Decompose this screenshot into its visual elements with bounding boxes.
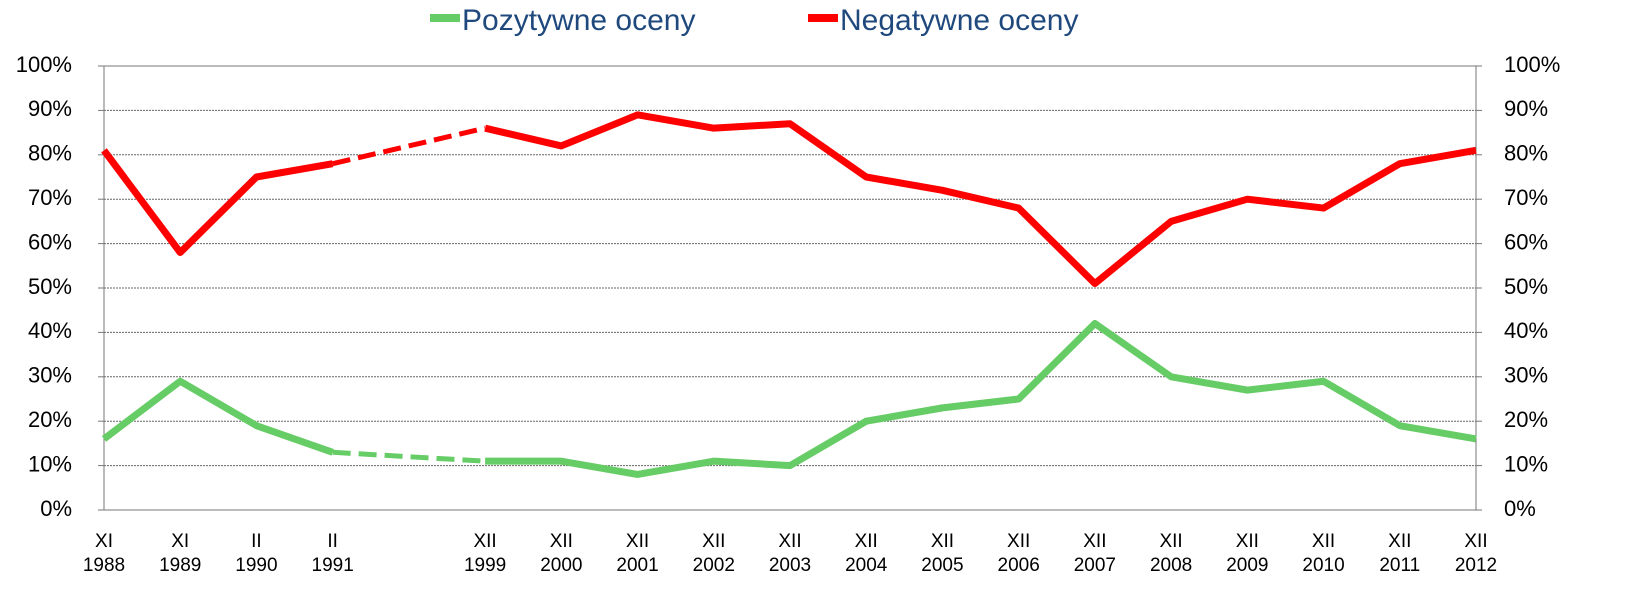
legend-swatch (430, 14, 460, 22)
x-tick-label: XII 2004 (845, 531, 888, 576)
x-tick-label: XII 2011 (1379, 531, 1421, 576)
y-tick-label: 80% (28, 141, 72, 166)
y2-tick-label: 50% (1504, 274, 1548, 299)
y2-tick-label: 0% (1504, 496, 1536, 521)
x-tick-label: XI 1988 (82, 531, 126, 576)
plot-frame (103, 65, 1477, 511)
y-tick-label: 100% (16, 52, 72, 77)
y2-tick-label: 10% (1504, 451, 1548, 476)
x-tick-label: XII 2002 (692, 531, 735, 576)
y-tick-label: 20% (28, 407, 72, 432)
y2-tick-label: 80% (1504, 141, 1548, 166)
y-tick-label: 60% (28, 229, 72, 254)
y2-tick-label: 40% (1504, 318, 1548, 343)
y-tick-label: 40% (28, 318, 72, 343)
y-tick-label: 90% (28, 96, 72, 121)
x-tick-label: XII 2010 (1302, 531, 1345, 576)
x-tick-label: XII 2008 (1149, 531, 1193, 576)
legend-swatch (808, 14, 838, 22)
legend-label: Pozytywne oceny (462, 4, 695, 37)
series-line (485, 320, 1477, 478)
x-tick-label: XI 1989 (159, 531, 202, 576)
series-line (101, 148, 334, 256)
y-tick-label: 30% (28, 363, 72, 388)
x-tick-label: XII 2006 (997, 531, 1040, 576)
x-tick-label: XII 2003 (768, 531, 812, 576)
series-line (484, 111, 1477, 288)
y-tick-label: 70% (28, 185, 72, 210)
y2-tick-label: 20% (1504, 407, 1548, 432)
x-tick-label: II 1990 (235, 531, 278, 576)
y2-tick-label: 100% (1504, 52, 1560, 77)
x-tick-label: XII 2009 (1226, 531, 1269, 576)
y2-tick-label: 70% (1504, 185, 1548, 210)
y2-tick-label: 60% (1504, 229, 1548, 254)
x-tick-label: II 1991 (311, 531, 354, 576)
y-tick-label: 10% (28, 451, 72, 476)
x-tick-label: XII 2012 (1454, 531, 1498, 576)
x-tick-label: XII 2005 (921, 531, 964, 576)
x-tick-label: XII 1999 (463, 531, 507, 576)
gap-connector (332, 449, 486, 464)
x-tick-label: XII 2001 (616, 531, 659, 576)
y-tick-label: 0% (40, 496, 72, 521)
gap-connector (332, 125, 486, 167)
y2-tick-label: 90% (1504, 96, 1548, 121)
x-tick-label: XII 2007 (1073, 531, 1117, 576)
y2-tick-label: 30% (1504, 363, 1548, 388)
legend-label: Negatywne oceny (840, 4, 1078, 37)
series-line (101, 377, 334, 456)
y-tick-label: 50% (28, 274, 72, 299)
x-tick-label: XII 2000 (540, 531, 583, 576)
